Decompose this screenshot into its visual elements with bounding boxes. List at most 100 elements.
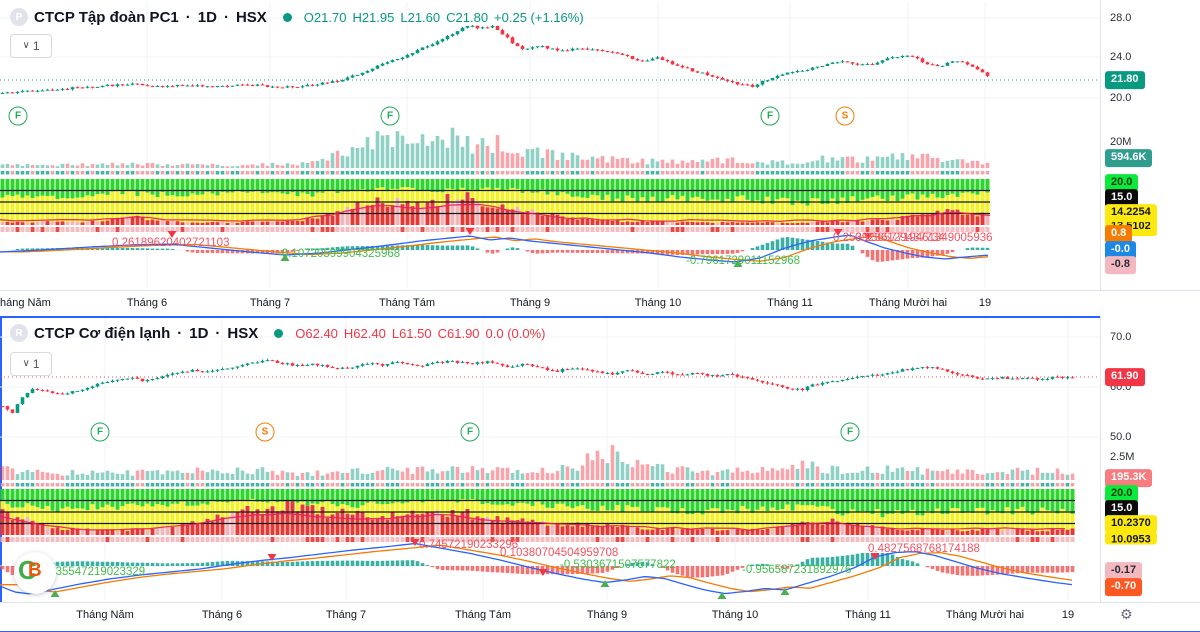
ree-volume-scale: 2.5M (1110, 451, 1135, 463)
time-label: Tháng 9 (509, 297, 551, 309)
ree-legend: R CTCP Cơ điện lạnh · 1D · HSX O62.40 H6… (10, 322, 546, 344)
ree-event-marker-S[interactable]: S (255, 422, 275, 442)
pc1-low-value: L21.60 (400, 9, 441, 25)
ree-symbol-title[interactable]: CTCP Cơ điện lạnh (34, 324, 171, 342)
time-label: 19 (1061, 609, 1075, 621)
ree-close-value: C61.90 (437, 325, 480, 341)
time-label: Tháng 6 (201, 609, 243, 621)
ree-market-status-dot (274, 328, 284, 338)
ree-price-axis[interactable] (1100, 316, 1200, 602)
logo-letter-b: B (28, 560, 42, 581)
chevron-down-icon: ∨ (22, 358, 30, 369)
chart-panel-pc1[interactable]: 0.26189620402721103 -0.10720599904325968 -… (0, 0, 1200, 316)
pc1-last-price-badge: 21.80 (1105, 71, 1145, 89)
ree-interval[interactable]: 1D (189, 324, 209, 342)
pc1-collapse-button[interactable]: ∨ 1 (10, 34, 52, 58)
pc1-event-marker-F[interactable]: F (380, 106, 400, 126)
time-label: Tháng 11 (767, 297, 813, 309)
osc-annotation: -0.5303671507577822 (560, 559, 676, 571)
time-label: Tháng Mười hai (945, 609, 1025, 621)
pc1-exchange: HSX (235, 8, 267, 26)
time-label: Tháng 11 (845, 609, 891, 621)
osc-annotation: -0.10720599904325968 (278, 248, 400, 260)
separator: · (223, 8, 229, 26)
pc1-indicator-badge: 15.0 (1105, 189, 1139, 207)
ree-last-price-badge: 61.90 (1105, 368, 1145, 386)
ree-time-axis[interactable]: Tháng Năm Tháng 6 Tháng 7 Tháng Tám Thán… (0, 602, 1200, 631)
time-label: Tháng 6 (126, 297, 168, 309)
pc1-price-tick: 24.0 (1110, 51, 1132, 63)
ree-open-value: O62.40 (295, 325, 338, 341)
ree-event-marker-F[interactable]: F (840, 422, 860, 442)
osc-annotation: 0.23657719461349005936 (855, 232, 993, 244)
ree-exchange: HSX (227, 324, 259, 342)
ree-high-value: H62.40 (343, 325, 386, 341)
pc1-indicator-badge: 20.0 (1105, 174, 1139, 192)
osc-annotation: 0.10380704504959708 (500, 547, 618, 559)
osc-annotation: 0.4827568768174188 (868, 543, 980, 555)
gear-icon[interactable]: ⚙ (1120, 606, 1133, 622)
pc1-osc-badge: -0.8 (1105, 256, 1136, 274)
osc-annotation: 0.35547219023329 (46, 566, 145, 578)
pc1-symbol-title[interactable]: CTCP Tập đoàn PC1 (34, 8, 179, 26)
time-label: Tháng Năm (76, 609, 134, 621)
pc1-event-marker-F[interactable]: F (760, 106, 780, 126)
pc1-symbol-logo: P (10, 8, 28, 26)
osc-annotation: -0.7961729011152968 (686, 255, 800, 267)
pc1-osc-badge: -0.0 (1105, 241, 1136, 259)
pc1-osc-badge: 0.8 (1105, 225, 1133, 243)
pc1-price-tick: 20.0 (1110, 92, 1132, 104)
pc1-chart-canvas[interactable]: 0.26189620402721103 -0.10720599904325968 -… (0, 0, 1100, 290)
pc1-market-status-dot (282, 12, 292, 22)
time-label: Tháng 7 (325, 609, 367, 621)
pc1-legend: P CTCP Tập đoàn PC1 · 1D · HSX O21.70 H2… (10, 6, 584, 28)
time-label: Tháng 7 (249, 297, 291, 309)
ree-osc-badge: -0.17 (1105, 562, 1143, 580)
time-label: Tháng Năm (0, 297, 51, 309)
logo-letter-c: C (18, 555, 37, 585)
pc1-time-axis[interactable]: Tháng Năm Tháng 6 Tháng 7 Tháng Tám Thán… (0, 290, 1200, 316)
pc1-high-value: H21.95 (352, 9, 395, 25)
ree-chart-canvas[interactable]: 0.35547219023329 0.745721902332960.103807… (0, 316, 1100, 602)
time-label: Tháng Tám (378, 297, 436, 309)
chevron-down-icon: ∨ (22, 40, 30, 51)
pc1-volume-scale: 20M (1110, 136, 1132, 148)
ree-volume-badge: 195.3K (1105, 469, 1153, 487)
indicator-brand-logo[interactable]: C B (14, 552, 56, 594)
time-label: 19 (978, 297, 992, 309)
time-label: Tháng Tám (454, 609, 512, 621)
osc-annotation: 0.74572190233296 (419, 539, 518, 551)
ree-event-marker-F[interactable]: F (90, 422, 110, 442)
ree-event-marker-F[interactable]: F (460, 422, 480, 442)
ree-osc-badge: -0.70 (1105, 578, 1143, 596)
ree-symbol-logo: R (10, 324, 28, 342)
ree-collapse-count: 1 (32, 357, 40, 371)
pc1-event-marker-S[interactable]: S (835, 106, 855, 126)
time-label: Tháng 10 (634, 297, 682, 309)
chart-panel-ree[interactable]: 0.35547219023329 0.74572190233296 0.103807… (0, 316, 1200, 632)
separator: · (177, 324, 183, 342)
separator: · (185, 8, 191, 26)
osc-annotation: 0.26189620402721103 (112, 237, 229, 249)
pc1-indicator-badge: 14.2254 (1105, 204, 1157, 222)
osc-annotation: 0.2539236129437734 (833, 232, 946, 244)
ree-change-value: 0.0 (0.0%) (485, 325, 546, 341)
pc1-price-tick: 28.0 (1110, 12, 1132, 24)
pc1-collapse-count: 1 (32, 39, 40, 53)
separator: · (215, 324, 221, 342)
pc1-open-value: O21.70 (303, 9, 347, 25)
ree-indicator-badge: 20.0 (1105, 485, 1139, 503)
osc-annotation: -0.956587231892976 (742, 564, 851, 576)
ree-price-tick: 50.0 (1110, 431, 1132, 443)
pc1-change-value: +0.25 (+1.16%) (494, 9, 584, 25)
pc1-event-marker-F[interactable]: F (8, 106, 28, 126)
time-label: Tháng Mười hai (868, 297, 948, 309)
ree-price-tick: 70.0 (1110, 331, 1132, 343)
time-label: Tháng 9 (586, 609, 628, 621)
ree-collapse-button[interactable]: ∨ 1 (10, 352, 52, 376)
ree-low-value: L61.50 (391, 325, 432, 341)
pc1-interval[interactable]: 1D (197, 8, 217, 26)
ree-indicator-badge: 10.2370 (1105, 515, 1157, 533)
time-label: Tháng 10 (711, 609, 759, 621)
ree-indicator-badge: 15.0 (1105, 500, 1139, 518)
